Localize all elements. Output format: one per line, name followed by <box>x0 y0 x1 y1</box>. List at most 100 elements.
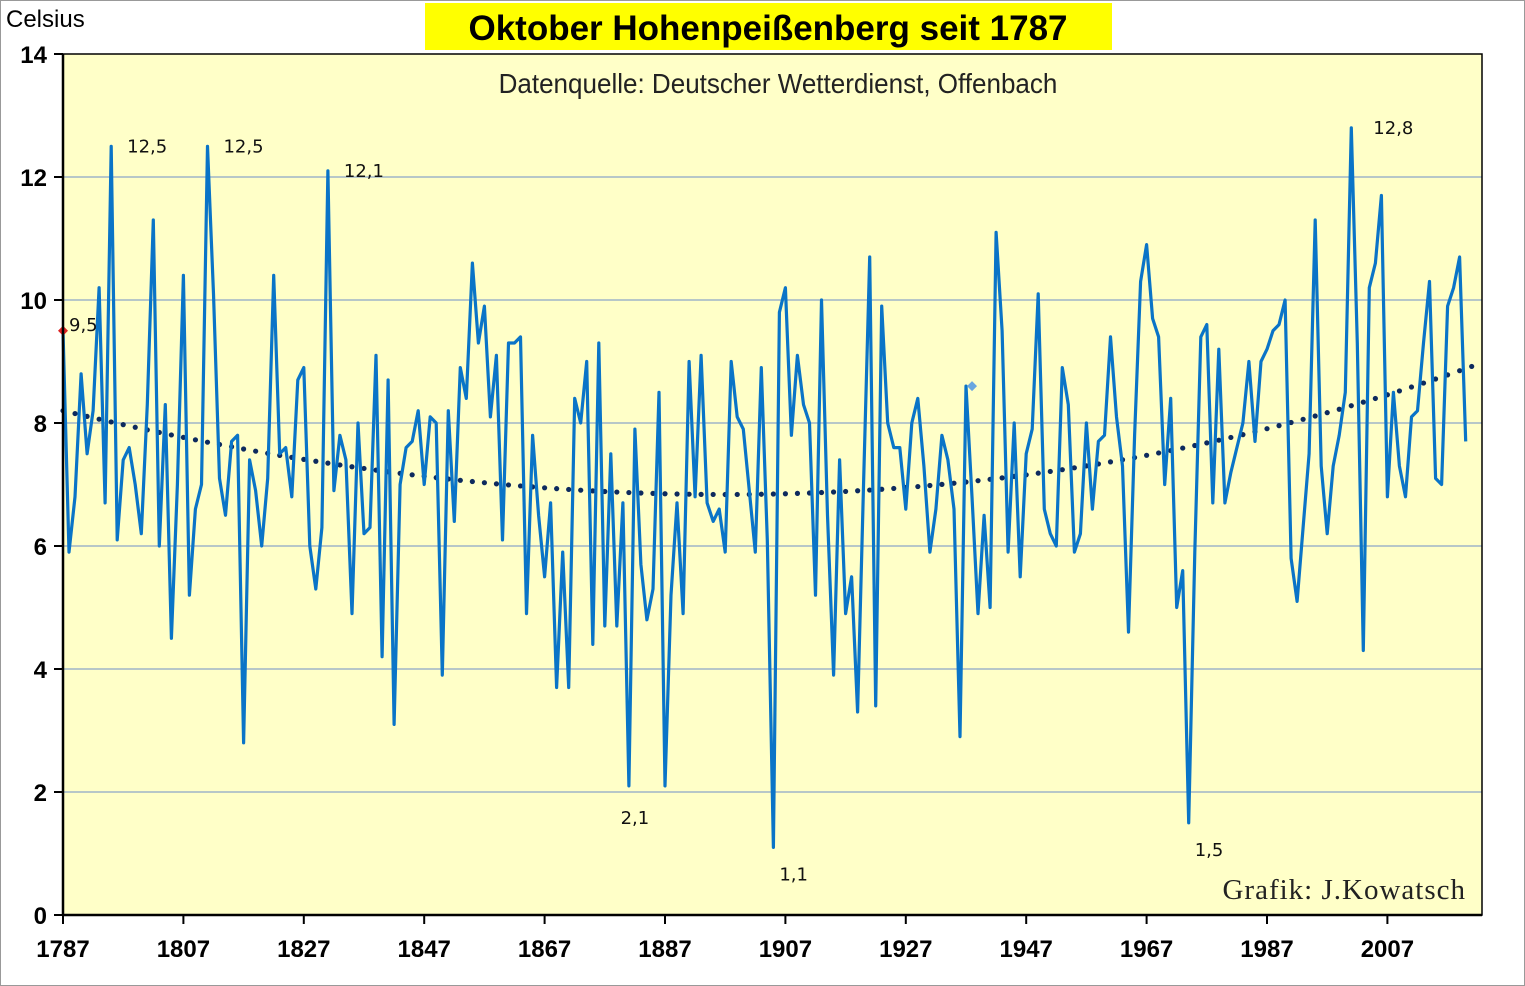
data-label: 9,5 <box>69 315 98 336</box>
y-tick-label: 12 <box>20 165 47 192</box>
x-tick-label: 2007 <box>1361 936 1414 963</box>
trend-dot <box>951 480 957 486</box>
trend-dot <box>686 491 692 497</box>
trend-dot <box>891 485 897 492</box>
trend-dot <box>1420 380 1427 386</box>
trend-line <box>60 363 1475 498</box>
trend-dot <box>939 481 945 487</box>
trend-dot <box>204 439 211 445</box>
trend-dot <box>1047 468 1053 475</box>
trend-dot <box>1348 403 1354 409</box>
trend-dot <box>830 489 837 495</box>
trend-dot <box>72 410 78 417</box>
data-label: 12,1 <box>344 161 384 182</box>
trend-dot <box>469 478 475 485</box>
trend-dot <box>1059 467 1065 473</box>
trend-dot <box>192 437 199 443</box>
x-tick-label: 1887 <box>638 936 691 963</box>
trend-dot <box>505 482 512 488</box>
x-tick-label: 1947 <box>1000 936 1053 963</box>
trend-dot <box>638 490 644 496</box>
trend-dot <box>1288 419 1294 426</box>
trend-dot <box>578 487 584 493</box>
gridlines <box>63 176 1482 793</box>
trend-dot <box>180 434 186 441</box>
trend-dot <box>108 419 114 425</box>
tick-labels: 0 2 4 6 8 10 12 14 1787 1807 1827 1847 1867 1887 1907 1… <box>20 42 1414 963</box>
trend-dot <box>855 488 861 494</box>
data-label: 12,8 <box>1373 118 1413 139</box>
trend-dot <box>674 491 680 497</box>
trend-dot <box>409 472 415 478</box>
trend-dot <box>241 446 247 452</box>
trend-dot <box>1360 399 1366 405</box>
trend-dot <box>361 465 367 472</box>
trend-dot <box>1264 426 1270 432</box>
trend-dot <box>313 458 319 464</box>
trend-dot <box>626 489 632 496</box>
y-axis-label: Celsius <box>6 6 85 33</box>
chart-subtitle: Datenquelle: Deutscher Wetterdienst, Off… <box>499 68 1058 99</box>
trend-dot <box>1035 470 1041 476</box>
title-background <box>425 3 1112 50</box>
x-tick-label: 1907 <box>759 936 812 963</box>
y-tick-label: 4 <box>34 657 48 684</box>
y-tick-label: 10 <box>20 288 47 315</box>
trend-dot <box>843 488 849 495</box>
trend-dot <box>1396 388 1403 394</box>
x-tick-label: 1827 <box>277 936 330 963</box>
trend-dot <box>168 432 174 438</box>
data-label: 12,5 <box>127 136 167 157</box>
trend-dot <box>542 485 548 491</box>
trend-dot <box>698 491 704 497</box>
y-tick-label: 6 <box>34 534 47 561</box>
trend-dot <box>999 475 1005 481</box>
data-label: 1,1 <box>779 864 808 885</box>
series-layer <box>61 126 1468 850</box>
axes <box>54 53 1483 924</box>
trend-dot <box>337 462 343 468</box>
trend-dot <box>734 491 740 498</box>
trend-dot <box>1156 450 1162 456</box>
trend-dot <box>1324 410 1330 416</box>
trend-dot <box>253 448 259 454</box>
trend-dot <box>349 464 355 470</box>
trend-dot <box>1216 437 1222 443</box>
trend-dot <box>481 480 487 486</box>
trend-dot <box>915 483 921 490</box>
trend-dot <box>1312 413 1318 419</box>
x-tick-label: 1807 <box>157 936 210 963</box>
trend-dot <box>554 486 560 492</box>
series-line <box>61 126 1468 850</box>
trend-dot <box>1276 423 1282 429</box>
x-tick-label: 1787 <box>36 936 89 963</box>
trend-dot <box>325 460 331 466</box>
x-tick-label: 1867 <box>518 936 571 963</box>
x-tick-label: 1967 <box>1120 936 1173 963</box>
trend-dot <box>782 491 789 497</box>
trend-dot <box>758 491 764 497</box>
trend-dot <box>457 477 463 483</box>
trend-dot <box>517 483 524 489</box>
trend-dot <box>132 424 138 430</box>
data-label: 12,5 <box>223 136 263 157</box>
trend-dot <box>975 478 981 484</box>
trend-dot <box>1457 368 1463 374</box>
y-tick-label: 14 <box>20 42 47 69</box>
trend-dot <box>614 489 620 495</box>
trend-dot <box>818 489 825 496</box>
trend-dot <box>1372 395 1378 402</box>
chart-credit: Grafik: J.Kowatsch <box>1222 874 1466 906</box>
trend-dot <box>1432 376 1439 382</box>
trend-dot <box>794 490 801 496</box>
data-annotations: 9,5 12,5 12,5 12,1 2,1 1,1 1,5 12,8 <box>69 118 1413 886</box>
x-tick-label: 1927 <box>879 936 932 963</box>
data-label: 2,1 <box>621 808 650 829</box>
trend-dot <box>493 481 500 487</box>
trend-dot <box>96 416 102 422</box>
trend-dot <box>1204 440 1210 446</box>
trend-dot <box>927 482 933 489</box>
trend-dot <box>1408 384 1415 390</box>
chart-title: Oktober Hohenpeißenberg seit 1787 <box>468 9 1067 48</box>
